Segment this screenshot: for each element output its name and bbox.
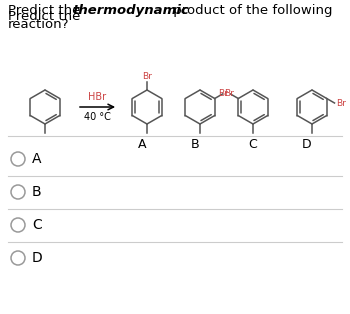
Text: C: C — [248, 138, 257, 151]
Text: thermodynamic: thermodynamic — [73, 4, 189, 17]
Text: Predict the thermodynamic: Predict the thermodynamic — [8, 10, 190, 23]
Text: 40 °C: 40 °C — [84, 112, 111, 122]
Text: HBr: HBr — [89, 92, 106, 102]
Text: Br: Br — [336, 99, 346, 107]
Text: Br: Br — [224, 89, 234, 99]
Text: C: C — [32, 218, 42, 232]
Text: D: D — [302, 138, 312, 151]
Text: reaction?: reaction? — [8, 18, 70, 31]
Text: B: B — [32, 185, 42, 199]
Text: D: D — [32, 251, 43, 265]
Text: Br: Br — [219, 89, 229, 99]
Text: B: B — [191, 138, 199, 151]
Text: A: A — [138, 138, 146, 151]
Text: Br: Br — [142, 72, 152, 81]
Text: Predict the: Predict the — [8, 4, 85, 17]
Text: product of the following: product of the following — [169, 4, 332, 17]
Text: Predict the: Predict the — [8, 10, 85, 23]
Text: A: A — [32, 152, 42, 166]
